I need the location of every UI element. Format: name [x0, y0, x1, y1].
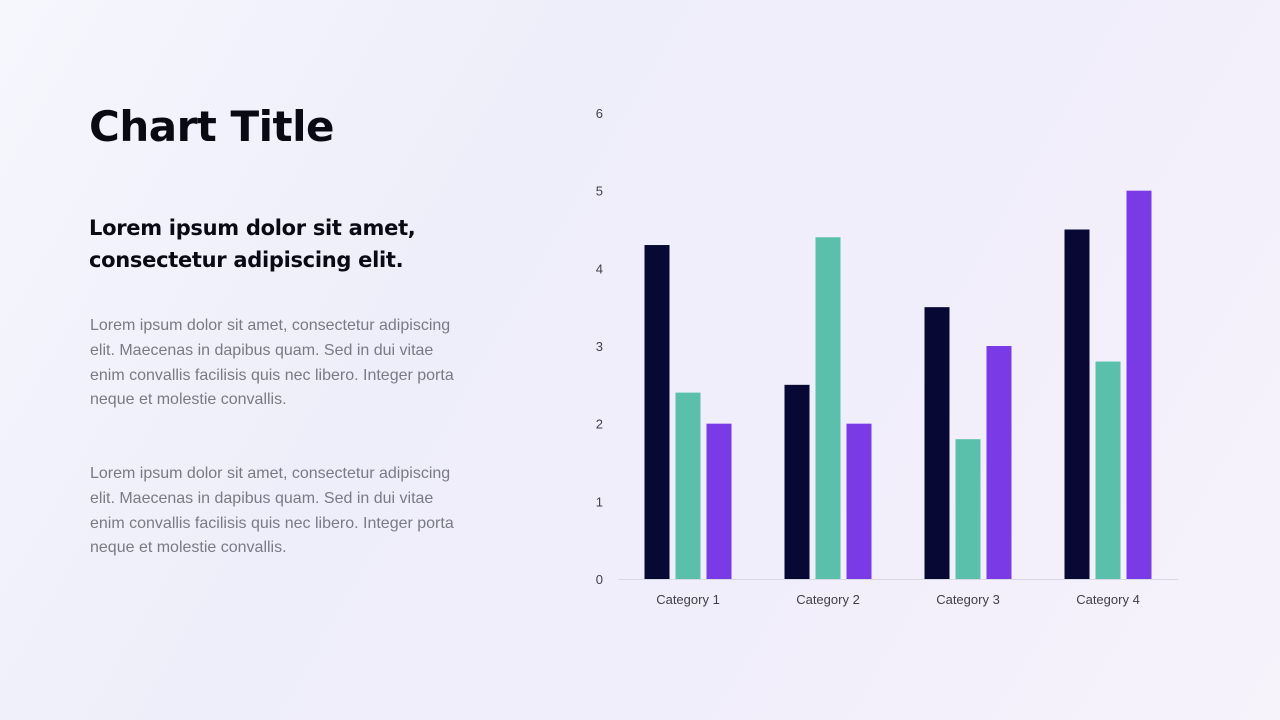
x-tick-label: Category 3: [936, 592, 1000, 607]
x-tick-label: Category 2: [796, 592, 860, 607]
y-tick-label: 4: [596, 261, 603, 276]
bar-category-3-series-2: [955, 439, 981, 579]
y-tick-label: 2: [596, 417, 603, 432]
bar-category-2-series-3: [846, 423, 872, 579]
subtitle: Lorem ipsum dolor sit amet, consectetur …: [89, 216, 416, 272]
y-tick-label: 5: [596, 184, 603, 199]
x-tick-label: Category 4: [1076, 592, 1140, 607]
bar-category-1-series-3: [706, 423, 732, 579]
page-title: Chart Title: [89, 102, 334, 151]
bar-category-1-series-2: [675, 392, 701, 579]
body-paragraph-2: Lorem ipsum dolor sit amet, consectetur …: [90, 465, 454, 557]
bar-category-2-series-2: [815, 237, 841, 579]
y-tick-label: 3: [596, 339, 603, 354]
body-paragraph-1: Lorem ipsum dolor sit amet, consectetur …: [90, 317, 454, 409]
y-tick-label: 0: [596, 572, 603, 587]
x-axis-labels: Category 1 Category 2 Category 3 Category 4: [656, 592, 1140, 607]
x-tick-label: Category 1: [656, 592, 720, 607]
bar-category-2-series-1: [784, 384, 810, 579]
bar-category-3-series-1: [924, 307, 950, 579]
bar-category-4-series-2: [1095, 361, 1121, 579]
bar-category-3-series-3: [986, 346, 1012, 579]
bars: [644, 190, 1152, 580]
y-axis-ticks: 0 1 2 3 4 5 6: [596, 106, 603, 587]
bar-category-4-series-3: [1126, 190, 1152, 579]
y-tick-label: 1: [596, 494, 603, 509]
bar-category-1-series-1: [644, 245, 670, 580]
bar-category-4-series-1: [1064, 229, 1090, 579]
y-tick-label: 6: [596, 106, 603, 121]
